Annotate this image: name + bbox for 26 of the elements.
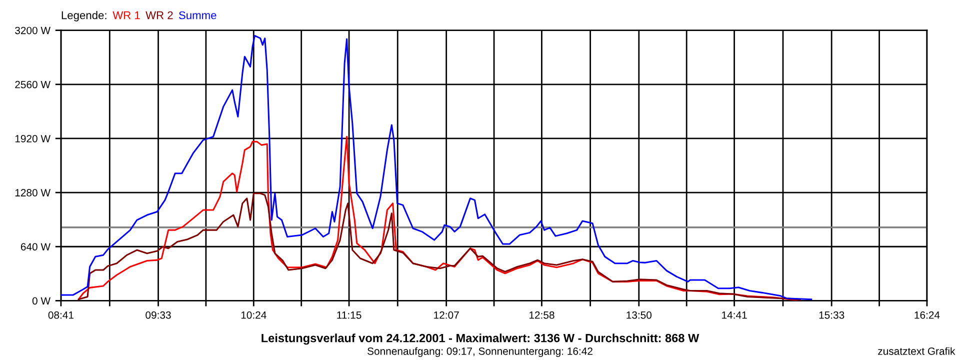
y-tick-label: 1280 W <box>15 189 51 196</box>
text: Leistungsverlauf vom 24.12.2001 - Maximalwert: 3136 W - Durchschnitt: 868 W <box>262 334 700 345</box>
text: Summe <box>178 11 216 20</box>
x-tick-label: 11:15 <box>337 312 362 319</box>
y-tick-label: 3200 W <box>15 26 51 34</box>
line-series <box>60 34 812 300</box>
x-tick-label: 16:24 <box>914 311 940 319</box>
line-series <box>78 192 801 301</box>
x-tick-label: 08:41 <box>48 311 74 319</box>
text: Sonnenaufgang: 09:17, Sonnenuntergang: 16:42 <box>368 347 592 357</box>
x-tick-label: 12:07 <box>434 311 459 319</box>
x-tick-label: 13:50 <box>626 311 652 319</box>
y-tick-label: 640 W <box>20 243 51 251</box>
text: WR 1 <box>112 11 140 20</box>
x-tick-label: 10:24 <box>241 311 266 319</box>
y-tick-label: 0 W <box>32 297 51 305</box>
x-tick-label: 09:33 <box>146 311 171 319</box>
x-tick-label: 14:41 <box>722 312 747 319</box>
y-tick-label: 1920 W <box>15 134 51 142</box>
text: zusatztext Grafik <box>878 347 956 355</box>
y-tick-label: 2560 W <box>15 80 51 88</box>
x-tick-label: 15:33 <box>819 311 844 319</box>
line-series <box>78 136 798 301</box>
x-tick-label: 12:58 <box>529 311 554 319</box>
legend-title: Legende: <box>62 11 106 22</box>
text: WR 2 <box>146 11 173 20</box>
